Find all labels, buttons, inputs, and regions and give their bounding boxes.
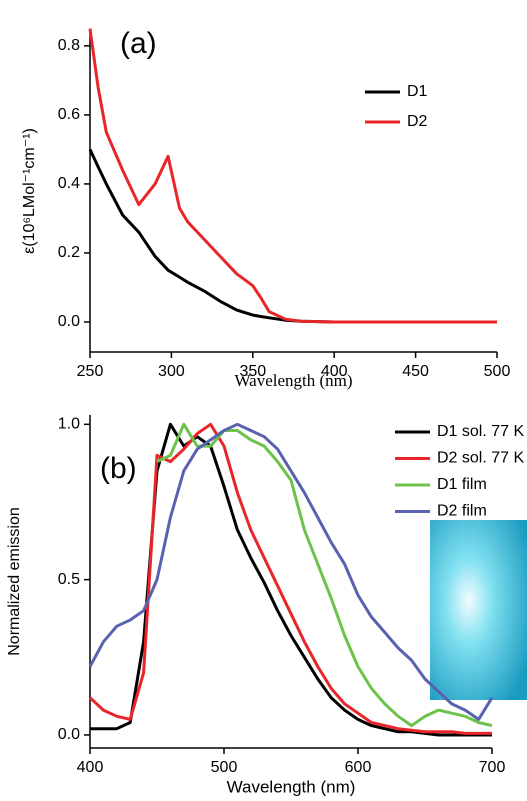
series-line bbox=[88, 422, 494, 721]
x-tick-label: 700 bbox=[479, 759, 506, 776]
y-tick-label: 0.5 bbox=[58, 571, 80, 588]
y-tick-label: 0.8 bbox=[58, 37, 80, 54]
legend-label: D1 bbox=[407, 83, 428, 100]
legend-label: D1 film bbox=[437, 476, 487, 493]
x-tick-label: 250 bbox=[77, 363, 104, 380]
x-tick-label: 400 bbox=[77, 759, 104, 776]
series-line bbox=[88, 148, 497, 324]
y-axis-label: Normalized emission bbox=[6, 507, 23, 656]
y-axis-label: ε(10⁶LMol⁻¹cm⁻¹) bbox=[21, 128, 38, 254]
legend-label: D2 bbox=[407, 113, 428, 130]
x-tick-label: 500 bbox=[484, 363, 511, 380]
x-tick-label: 450 bbox=[402, 363, 429, 380]
x-axis-label: Wavelength (nm) bbox=[227, 777, 356, 796]
y-tick-label: 0.4 bbox=[58, 175, 80, 192]
x-axis-label: Wavelength (nm) bbox=[234, 371, 352, 390]
series-line bbox=[156, 422, 493, 728]
x-tick-label: 500 bbox=[211, 759, 238, 776]
legend-label: D1 sol. 77 K bbox=[437, 423, 524, 440]
y-tick-label: 1.0 bbox=[58, 416, 80, 433]
series-line bbox=[88, 422, 492, 735]
y-tick-label: 0.2 bbox=[58, 244, 80, 261]
x-tick-label: 350 bbox=[239, 363, 266, 380]
y-tick-label: 0.0 bbox=[58, 313, 80, 330]
legend-label: D2 film bbox=[437, 503, 487, 520]
y-tick-label: 0.6 bbox=[58, 106, 80, 123]
panel-annotation: (b) bbox=[100, 452, 137, 485]
x-tick-label: 600 bbox=[345, 759, 372, 776]
panel-annotation: (a) bbox=[120, 27, 157, 60]
x-tick-label: 300 bbox=[158, 363, 185, 380]
legend-label: D2 sol. 77 K bbox=[437, 450, 524, 467]
y-tick-label: 0.0 bbox=[58, 726, 80, 743]
inset-photo bbox=[430, 520, 527, 700]
x-tick-label: 400 bbox=[321, 363, 348, 380]
series-line bbox=[88, 28, 497, 324]
